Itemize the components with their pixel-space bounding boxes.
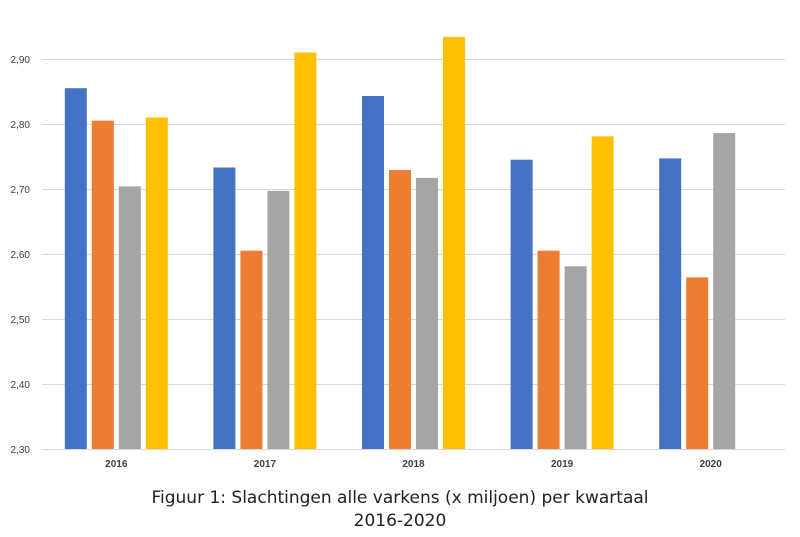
bar bbox=[145, 117, 168, 449]
y-tick-label: 2,60 bbox=[11, 250, 31, 261]
bar bbox=[713, 133, 736, 449]
y-tick-label: 2,30 bbox=[11, 445, 31, 456]
x-tick-label: 2020 bbox=[700, 459, 723, 470]
bar bbox=[537, 250, 560, 449]
bar bbox=[510, 159, 533, 449]
bar bbox=[362, 96, 384, 449]
bar bbox=[267, 190, 290, 449]
caption-line-2: 2016-2020 bbox=[353, 511, 447, 531]
y-tick-label: 2,80 bbox=[11, 120, 31, 131]
bar bbox=[294, 52, 317, 449]
bar bbox=[389, 170, 411, 449]
caption-line-1: Figuur 1: Slachtingen alle varkens (x mi… bbox=[151, 488, 649, 508]
bar bbox=[686, 277, 709, 449]
bar bbox=[443, 36, 465, 450]
bar bbox=[118, 186, 141, 449]
bar bbox=[64, 88, 87, 449]
x-tick-label: 2016 bbox=[105, 459, 128, 470]
y-tick-label: 2,90 bbox=[11, 55, 31, 66]
y-tick-label: 2,40 bbox=[11, 380, 31, 391]
bar bbox=[213, 167, 236, 449]
bar bbox=[591, 136, 614, 450]
bar bbox=[564, 266, 587, 449]
y-tick-label: 2,70 bbox=[11, 185, 31, 196]
bar bbox=[240, 250, 263, 449]
x-tick-label: 2019 bbox=[551, 459, 574, 470]
bar bbox=[416, 177, 438, 449]
bar-chart-svg: 2,30 2,40 2,50 2,60 2,70 2,80 2,90 2016 2017 2018… bbox=[11, 36, 785, 470]
chart: 2,30 2,40 2,50 2,60 2,70 2,80 2,90 2016 2017 2018… bbox=[11, 36, 785, 470]
bar bbox=[91, 120, 114, 449]
bar bbox=[659, 158, 682, 449]
y-tick-label: 2,50 bbox=[11, 315, 31, 326]
x-tick-label: 2017 bbox=[254, 459, 277, 470]
x-tick-label: 2018 bbox=[402, 459, 425, 470]
figure-caption: Figuur 1: Slachtingen alle varkens (x mi… bbox=[0, 487, 800, 533]
